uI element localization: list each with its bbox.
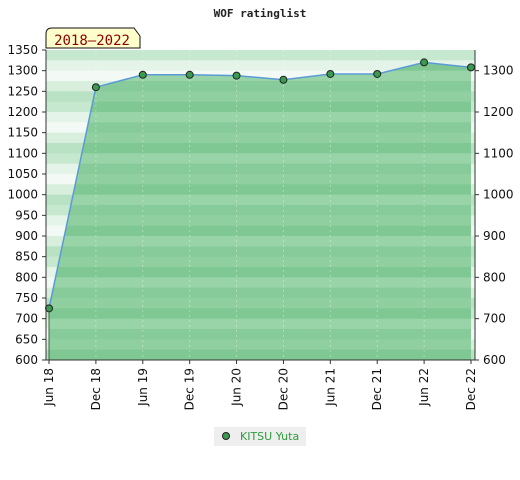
data-point <box>373 69 382 78</box>
data-point <box>279 75 288 84</box>
x-tick-label: Dec 22 <box>464 368 478 410</box>
data-point <box>420 58 429 67</box>
area-band <box>49 277 471 289</box>
area-band <box>49 349 471 361</box>
x-tick-label: Dec 21 <box>370 368 384 410</box>
y-tick-label-right: 600 <box>483 353 506 367</box>
y-tick-label-left: 1000 <box>7 188 38 202</box>
y-tick-label-left: 1150 <box>7 126 38 140</box>
line-layer <box>45 58 475 360</box>
y-tick-label-right: 1300 <box>483 64 514 78</box>
area-band <box>49 205 471 216</box>
area-band <box>49 246 471 258</box>
y-tick-label-left: 1100 <box>7 146 38 160</box>
data-point <box>138 70 147 79</box>
area-layer <box>49 62 471 361</box>
y-tick-label-right: 800 <box>483 270 506 284</box>
period-badge-label: 2018–2022 <box>54 33 130 49</box>
series-area <box>49 62 471 361</box>
legend-marker <box>222 432 230 440</box>
y-tick-label-left: 800 <box>15 270 38 284</box>
area-band <box>49 163 471 175</box>
area-band <box>49 236 471 247</box>
period-badge: 2018–2022 <box>45 27 141 49</box>
area-band <box>49 112 471 123</box>
area-band <box>49 143 471 154</box>
y-tick-label-left: 1350 <box>7 43 38 57</box>
x-tick-label: Dec 19 <box>183 368 197 410</box>
area-band <box>49 225 471 237</box>
y-tick-label-right: 1200 <box>483 105 514 119</box>
x-tick-label: Jun 19 <box>136 368 150 407</box>
axis-layer: 600 650 700 750 800 850 900 950 1000 1050 1100 1150… <box>7 43 513 410</box>
area-band <box>49 267 471 278</box>
x-tick-label: Jun 22 <box>417 368 431 407</box>
x-tick-label: Jun 20 <box>230 368 244 407</box>
y-tick-label-left: 1300 <box>7 64 38 78</box>
data-point <box>467 63 475 72</box>
background-band <box>46 50 475 61</box>
y-tick-label-left: 750 <box>15 291 38 305</box>
y-tick-label-left: 700 <box>15 312 38 326</box>
area-band <box>49 339 471 351</box>
area-band <box>49 174 471 185</box>
area-band <box>49 329 471 340</box>
area-band <box>49 318 471 330</box>
data-point <box>232 71 241 80</box>
y-tick-label-left: 1200 <box>7 105 38 119</box>
area-band <box>49 194 471 206</box>
area-band <box>49 81 471 92</box>
grid-layer <box>95 50 425 360</box>
area-band <box>49 215 471 227</box>
y-tick-label-left: 1050 <box>7 167 38 181</box>
y-tick-label-left: 900 <box>15 229 38 243</box>
area-band <box>49 298 471 309</box>
y-tick-label-left: 1250 <box>7 84 38 98</box>
y-tick-label-right: 900 <box>483 229 506 243</box>
y-tick-label-right: 700 <box>483 312 506 326</box>
x-tick-label: Dec 18 <box>89 368 103 410</box>
data-point <box>326 69 335 78</box>
area-band <box>49 184 471 196</box>
legend: KITSU Yuta <box>214 427 306 446</box>
area-band <box>49 122 471 134</box>
y-tick-label-left: 950 <box>15 208 38 222</box>
legend-label: KITSU Yuta <box>240 430 299 443</box>
y-tick-label-right: 1000 <box>483 188 514 202</box>
y-tick-label-left: 850 <box>15 250 38 264</box>
background-band <box>46 70 475 82</box>
y-tick-label-left: 650 <box>15 332 38 346</box>
area-band <box>49 256 471 268</box>
chart-title: WOF ratinglist <box>214 7 307 20</box>
x-tick-label: Dec 20 <box>276 368 290 410</box>
data-point <box>91 83 100 92</box>
y-tick-label-right: 1100 <box>483 146 514 160</box>
x-tick-label: Jun 18 <box>42 368 56 407</box>
data-point <box>45 304 53 313</box>
background-band <box>46 60 475 72</box>
area-band <box>49 287 471 299</box>
area-band <box>49 153 471 165</box>
series-line <box>48 61 472 309</box>
area-band <box>49 91 471 103</box>
area-band <box>49 101 471 113</box>
data-point <box>185 70 194 79</box>
area-band <box>49 132 471 144</box>
x-tick-label: Jun 21 <box>323 368 337 407</box>
y-tick-label-left: 600 <box>15 353 38 367</box>
area-band <box>49 308 471 320</box>
